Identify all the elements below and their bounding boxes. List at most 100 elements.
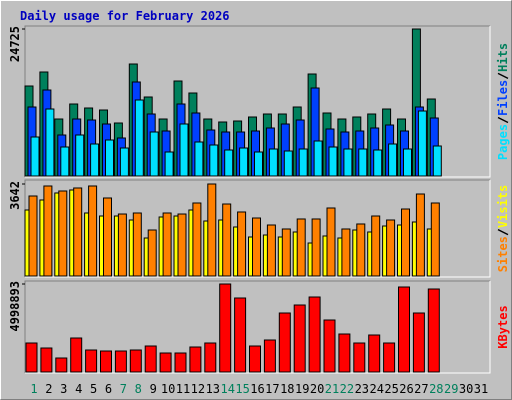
bar — [293, 304, 306, 373]
bar — [328, 146, 338, 177]
bar — [194, 141, 204, 177]
x-tick-label: 5 — [90, 382, 97, 396]
bar — [398, 286, 410, 373]
x-tick-label: 2 — [45, 382, 52, 396]
x-tick-label: 14 — [220, 382, 234, 396]
bar — [207, 183, 217, 277]
x-tick-label: 13 — [206, 382, 220, 396]
bar — [371, 215, 381, 277]
bar — [100, 350, 112, 373]
bar — [386, 219, 396, 277]
bar — [298, 148, 308, 177]
bar — [30, 136, 40, 177]
plot-frame — [25, 26, 491, 178]
x-tick-label: 4 — [75, 382, 82, 396]
bar — [144, 345, 157, 373]
legend: KBytes — [496, 305, 510, 348]
bar — [254, 151, 263, 177]
bar — [341, 228, 351, 277]
x-tick-label: 1 — [30, 382, 37, 396]
bar — [266, 224, 276, 277]
bar — [25, 342, 38, 373]
bar — [159, 352, 172, 373]
bar — [373, 149, 383, 177]
bar — [338, 333, 351, 373]
bar — [326, 207, 336, 277]
bar — [147, 229, 157, 277]
bar — [204, 342, 217, 373]
bar — [70, 337, 83, 373]
legend-separator — [497, 116, 509, 124]
bar — [234, 297, 247, 373]
x-tick-label: 15 — [235, 382, 249, 396]
x-tick-label: 8 — [135, 382, 142, 396]
plot-frame — [24, 280, 490, 373]
x-tick-label: 21 — [325, 382, 339, 396]
x-tick-label: 28 — [429, 382, 443, 396]
bar — [323, 319, 336, 373]
x-tick-label: 10 — [161, 382, 175, 396]
x-tick-label: 24 — [369, 382, 383, 396]
x-tick-label: 20 — [310, 382, 324, 396]
bar — [114, 350, 127, 373]
bar — [296, 218, 306, 277]
bar — [281, 228, 291, 277]
bar — [412, 312, 425, 373]
bar — [239, 147, 249, 177]
x-tick-label: 17 — [265, 382, 279, 396]
plot-frame — [25, 180, 491, 278]
bar — [192, 202, 202, 277]
bar — [179, 123, 189, 177]
legend-entry: Sites — [496, 236, 510, 272]
bar — [237, 211, 247, 277]
bar — [55, 357, 68, 373]
x-tick-label: 3 — [60, 382, 67, 396]
x-tick-label: 23 — [355, 382, 369, 396]
legend-entry: Files — [496, 80, 510, 116]
bar — [174, 352, 187, 373]
chart-title: Daily usage for February 2026 — [20, 9, 230, 23]
x-tick-label: 19 — [295, 382, 309, 396]
x-tick-label: 12 — [191, 382, 205, 396]
bar — [432, 145, 442, 177]
legend-entry: Pages — [496, 124, 510, 160]
x-tick-label: 31 — [474, 382, 488, 396]
plot-frame — [25, 281, 491, 374]
bar — [28, 195, 38, 277]
bar — [85, 349, 98, 373]
x-tick-label: 29 — [444, 382, 458, 396]
bar — [427, 288, 440, 373]
bar — [60, 146, 70, 177]
bar — [40, 347, 53, 373]
bar — [105, 139, 114, 177]
bar — [313, 140, 323, 177]
bar — [417, 110, 427, 177]
bar — [219, 283, 232, 373]
bar — [149, 131, 159, 177]
bar — [415, 193, 425, 277]
bar — [278, 312, 291, 373]
bar — [401, 208, 410, 277]
bar — [45, 108, 55, 177]
bar — [222, 203, 232, 277]
bar — [43, 185, 53, 277]
bar — [73, 187, 83, 277]
bar — [103, 197, 112, 277]
bar — [117, 213, 127, 277]
legend-entry: Visits — [496, 185, 510, 228]
bar — [252, 217, 261, 277]
y-tick-label: 3642 — [8, 181, 22, 210]
bar — [90, 143, 100, 177]
bar — [88, 185, 98, 277]
bar — [430, 202, 440, 277]
x-tick-label: 9 — [150, 382, 157, 396]
bar — [164, 151, 174, 177]
bar — [308, 296, 321, 373]
bar — [132, 212, 142, 277]
bar — [353, 342, 366, 373]
bar — [358, 148, 368, 177]
x-tick-label: 22 — [340, 382, 354, 396]
bar — [283, 150, 293, 177]
